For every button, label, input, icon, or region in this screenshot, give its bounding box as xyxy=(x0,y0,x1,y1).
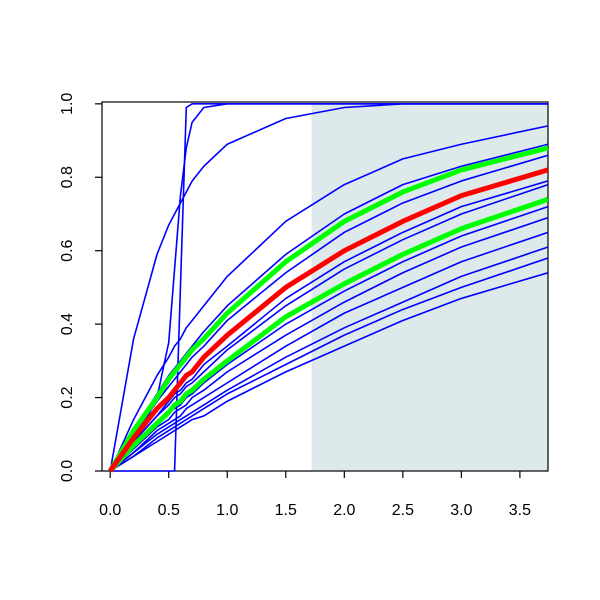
series-line xyxy=(109,154,548,472)
series-line xyxy=(109,103,548,472)
x-tick-label: 2.0 xyxy=(333,502,355,519)
x-tick-label: 3.5 xyxy=(509,502,531,519)
series-line xyxy=(108,167,548,473)
series-line xyxy=(108,196,548,473)
x-tick-label: 0.0 xyxy=(99,502,121,519)
y-tick-label: 0.0 xyxy=(59,460,76,482)
series-line xyxy=(109,183,548,472)
x-tick-label: 0.5 xyxy=(158,502,180,519)
x-tick-label: 2.5 xyxy=(392,502,414,519)
y-tick-label: 1.0 xyxy=(59,93,76,115)
series-line xyxy=(109,257,548,472)
series-line xyxy=(109,103,548,472)
series-line xyxy=(109,125,548,472)
x-tick-label: 1.0 xyxy=(216,502,238,519)
y-tick-label: 0.4 xyxy=(59,313,76,335)
y-tick-label: 0.8 xyxy=(59,166,76,188)
plot-box xyxy=(101,101,549,472)
x-tick-label: 3.0 xyxy=(450,502,472,519)
series-line xyxy=(108,145,548,473)
series-line xyxy=(109,246,548,472)
y-tick-label: 0.6 xyxy=(59,239,76,261)
series-line xyxy=(109,216,548,472)
y-tick-label: 0.2 xyxy=(59,386,76,408)
series-line xyxy=(109,180,548,472)
series-line xyxy=(109,231,548,472)
series-line xyxy=(109,271,548,472)
x-tick-label: 1.5 xyxy=(275,502,297,519)
